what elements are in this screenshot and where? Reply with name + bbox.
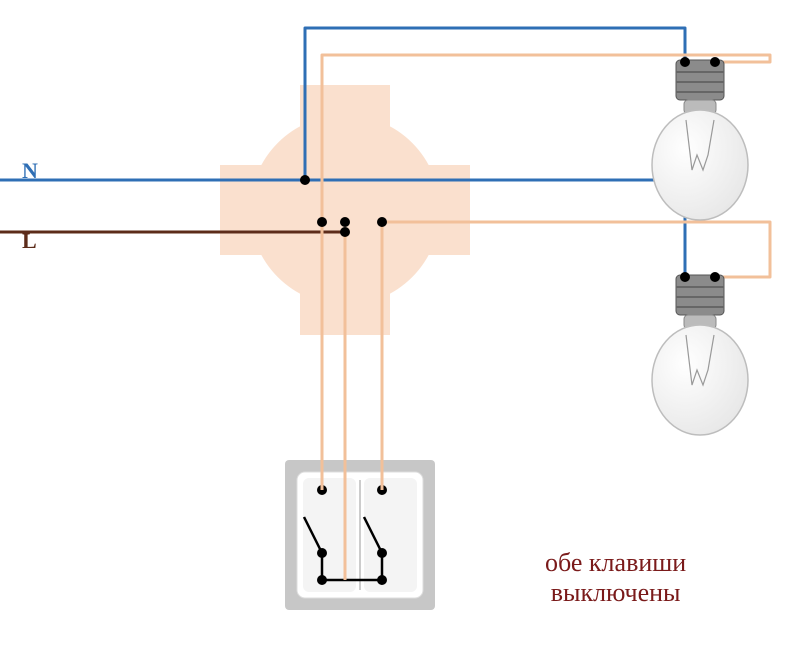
line-label: L — [22, 228, 37, 254]
caption-text: обе клавиши выключены — [545, 548, 686, 608]
neutral-label: N — [22, 158, 38, 184]
